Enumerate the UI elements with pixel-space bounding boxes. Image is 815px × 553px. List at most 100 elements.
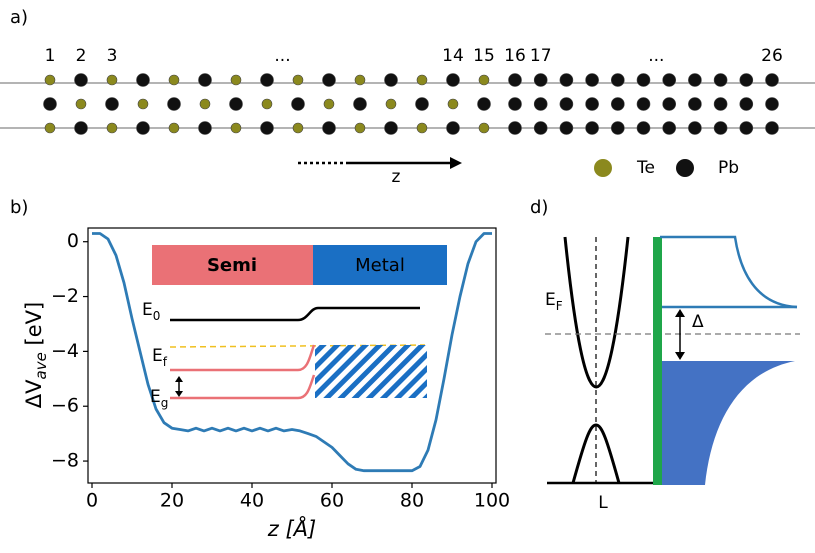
label-base: E xyxy=(545,290,556,310)
pb-atom xyxy=(508,121,522,135)
pb-atom xyxy=(765,121,779,135)
pb-atom xyxy=(260,73,274,87)
x-tick-label: 0 xyxy=(86,490,98,512)
te-atom xyxy=(44,74,56,86)
x-tick-label: 60 xyxy=(320,490,344,512)
pb-atom xyxy=(739,121,754,135)
pb-atom xyxy=(610,97,625,111)
fermi-label: EF xyxy=(545,290,563,313)
eg-label: Eg xyxy=(150,387,168,410)
panel-label: b) xyxy=(10,197,28,218)
pb-atom xyxy=(136,73,150,87)
te-atom xyxy=(354,122,366,134)
te-atom xyxy=(478,74,490,86)
y-tick-label: 0 xyxy=(67,230,79,252)
site-label: 26 xyxy=(761,46,783,66)
panel-label: d) xyxy=(530,197,548,218)
interface xyxy=(653,237,662,485)
x-tick-label: 40 xyxy=(240,490,264,512)
ef-line xyxy=(170,344,316,372)
pb-atom xyxy=(446,121,460,135)
pb-atom xyxy=(559,73,574,87)
te-atom xyxy=(230,122,242,134)
te-atom xyxy=(168,74,180,86)
pb-atom xyxy=(136,121,150,135)
pb-atom xyxy=(688,73,702,87)
te-atom xyxy=(44,122,56,134)
y-label-unit: [eV] xyxy=(22,302,46,352)
te-atom xyxy=(416,122,428,134)
arrow-head xyxy=(675,309,685,317)
pb-atom xyxy=(43,97,57,111)
region-label: Metal xyxy=(355,255,405,276)
panel-label: a) xyxy=(10,7,28,28)
pb-atom xyxy=(688,97,702,111)
x-axis-label: z [Å] xyxy=(267,515,316,541)
y-label-main: ΔV xyxy=(22,379,46,408)
pb-atom xyxy=(739,73,754,87)
te-atom xyxy=(137,98,149,110)
pb-atom xyxy=(636,73,651,87)
te-atom xyxy=(292,122,304,134)
y-tick-label: −2 xyxy=(51,285,79,307)
arrow-head xyxy=(175,376,183,382)
gap-label: Δ xyxy=(692,312,704,332)
site-label: 15 xyxy=(473,46,495,66)
valence-band xyxy=(571,423,621,484)
site-label: 14 xyxy=(442,46,464,66)
te-atom xyxy=(199,98,211,110)
pb-atom xyxy=(384,73,398,87)
pb-atom xyxy=(688,121,702,135)
pb-atom xyxy=(662,97,677,111)
te-atom xyxy=(106,122,118,134)
atoms xyxy=(43,73,779,135)
pb-atom xyxy=(636,121,651,135)
pb-atom xyxy=(662,73,677,87)
legend-label: Te xyxy=(636,158,655,178)
e0-label: E0 xyxy=(142,300,160,323)
te-atom xyxy=(230,74,242,86)
label-sub: F xyxy=(556,299,563,313)
ef-label: Ef xyxy=(152,346,168,369)
x-tick-label: 20 xyxy=(160,490,184,512)
pb-atom xyxy=(662,121,677,135)
pb-atom xyxy=(765,97,779,111)
site-label: 1 xyxy=(45,46,56,66)
plot: 0 20 40 60 80 100 0 −2 −4 −6 −8 xyxy=(51,227,510,512)
pb-atom xyxy=(322,73,336,87)
y-axis-label: ΔVave [eV] xyxy=(22,302,50,408)
semi-region xyxy=(152,245,313,285)
te-atom xyxy=(168,122,180,134)
pb-atom xyxy=(533,121,548,135)
pb-atom xyxy=(105,97,119,111)
pb-atom xyxy=(260,121,274,135)
te-atom xyxy=(261,98,273,110)
x-tick-label: 80 xyxy=(400,490,424,512)
conduction-band xyxy=(563,236,630,389)
label-base: E xyxy=(150,387,161,407)
label-base: E xyxy=(152,346,163,366)
region-label: Semi xyxy=(207,255,257,276)
pb-atom xyxy=(559,121,574,135)
y-tick-label: −8 xyxy=(51,450,79,472)
y-tick-label: −4 xyxy=(51,340,79,362)
pb-atom xyxy=(74,121,88,135)
pb-atom xyxy=(713,73,728,87)
site-label: ... xyxy=(274,46,290,66)
x-tick-label: 100 xyxy=(474,490,510,512)
e0-line xyxy=(170,306,420,322)
k-label: L xyxy=(598,493,608,513)
y-tick-label: −6 xyxy=(51,395,79,417)
data-line xyxy=(92,232,492,473)
site-label: 17 xyxy=(530,46,552,66)
metal-states xyxy=(662,361,795,485)
arrow-head xyxy=(675,352,685,360)
pb-atom xyxy=(739,97,754,111)
te-atom xyxy=(354,74,366,86)
te-atom xyxy=(292,74,304,86)
te-atom xyxy=(478,122,490,134)
pb-atom xyxy=(384,121,398,135)
legend-label: Pb xyxy=(718,158,739,178)
te-atom xyxy=(447,98,459,110)
